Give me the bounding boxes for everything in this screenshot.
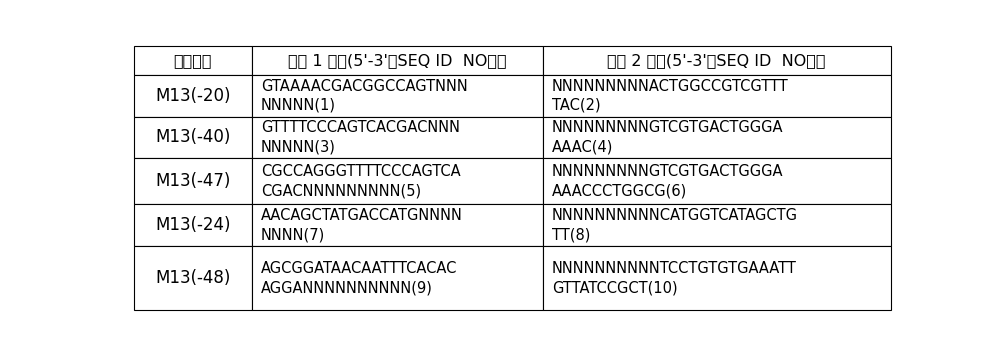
Text: 接头 2 序列(5'-3'；SEQ ID  NO：）: 接头 2 序列(5'-3'；SEQ ID NO：） bbox=[607, 53, 826, 68]
Bar bbox=[543, 158, 891, 204]
Text: NNNNNNNNNACTGGCCGTCGTTT
TAC(2): NNNNNNNNNACTGGCCGTCGTTT TAC(2) bbox=[552, 79, 789, 113]
Bar bbox=[134, 47, 252, 75]
Bar bbox=[252, 246, 543, 310]
Text: CGCCAGGGTTTTCCCAGTCA
CGACNNNNNNNNN(5): CGCCAGGGTTTTCCCAGTCA CGACNNNNNNNNN(5) bbox=[261, 164, 460, 198]
Bar bbox=[134, 116, 252, 158]
Text: GTTTTCCCAGTCACGACNNN
NNNNN(3): GTTTTCCCAGTCACGACNNN NNNNN(3) bbox=[261, 120, 460, 155]
Bar bbox=[543, 204, 891, 246]
Text: AGCGGATAACAATTTCACAC
AGGANNNNNNNNNN(9): AGCGGATAACAATTTCACAC AGGANNNNNNNNNN(9) bbox=[261, 261, 457, 295]
Text: M13(-24): M13(-24) bbox=[155, 216, 231, 234]
Bar bbox=[543, 75, 891, 116]
Text: NNNNNNNNNGTCGTGACTGGGA
AAAC(4): NNNNNNNNNGTCGTGACTGGGA AAAC(4) bbox=[552, 120, 784, 155]
Bar bbox=[252, 116, 543, 158]
Text: M13(-20): M13(-20) bbox=[155, 87, 231, 105]
Text: 接头 1 序列(5'-3'；SEQ ID  NO：）: 接头 1 序列(5'-3'；SEQ ID NO：） bbox=[288, 53, 506, 68]
Text: GTAAAACGACGGCCAGTNNN
NNNNN(1): GTAAAACGACGGCCAGTNNN NNNNN(1) bbox=[261, 79, 468, 113]
Text: M13(-40): M13(-40) bbox=[155, 128, 231, 146]
Text: M13(-47): M13(-47) bbox=[155, 172, 231, 190]
Text: NNNNNNNNNNTCCTGTGTGAAATT
GTTATCCGCT(10): NNNNNNNNNNTCCTGTGTGAAATT GTTATCCGCT(10) bbox=[552, 261, 797, 295]
Bar bbox=[543, 116, 891, 158]
Text: NNNNNNNNNNCATGGTCATAGCTG
TT(8): NNNNNNNNNNCATGGTCATAGCTG TT(8) bbox=[552, 208, 798, 242]
Bar bbox=[543, 246, 891, 310]
Text: 接头名称: 接头名称 bbox=[174, 53, 212, 68]
Bar bbox=[134, 246, 252, 310]
Bar bbox=[252, 158, 543, 204]
Bar bbox=[134, 75, 252, 116]
Text: AACAGCTATGACCATGNNNN
NNNN(7): AACAGCTATGACCATGNNNN NNNN(7) bbox=[261, 208, 463, 242]
Bar bbox=[134, 204, 252, 246]
Bar bbox=[543, 47, 891, 75]
Text: NNNNNNNNNGTCGTGACTGGGA
AAACCCTGGCG(6): NNNNNNNNNGTCGTGACTGGGA AAACCCTGGCG(6) bbox=[552, 164, 784, 198]
Text: M13(-48): M13(-48) bbox=[155, 269, 231, 287]
Bar bbox=[252, 204, 543, 246]
Bar bbox=[252, 47, 543, 75]
Bar bbox=[252, 75, 543, 116]
Bar bbox=[134, 158, 252, 204]
